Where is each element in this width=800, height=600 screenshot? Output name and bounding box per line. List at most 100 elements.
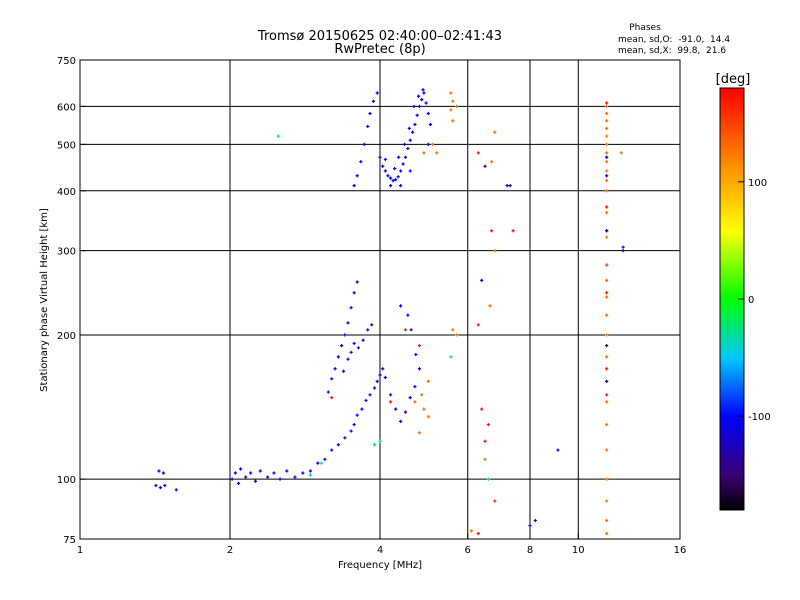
y-tick-label: 750 — [57, 56, 76, 67]
colorbar-ticks: 100 0 -100 — [738, 178, 771, 423]
data-point — [605, 499, 609, 503]
data-point — [605, 235, 609, 239]
data-point — [236, 481, 241, 485]
data-point — [403, 155, 408, 159]
data-point — [417, 367, 422, 371]
data-point — [605, 344, 609, 348]
data-point — [413, 400, 417, 404]
data-point — [605, 151, 609, 155]
data-point — [493, 130, 497, 134]
data-point — [372, 386, 377, 390]
data-point — [605, 160, 609, 164]
data-point — [276, 134, 280, 138]
data-point — [605, 174, 609, 178]
data-point — [476, 531, 480, 536]
data-point — [230, 477, 234, 481]
data-point — [319, 461, 323, 465]
data-point — [426, 111, 430, 116]
data-point — [323, 457, 327, 461]
x-tick-label: 1 — [77, 545, 83, 556]
y-tick-label: 75 — [63, 535, 76, 546]
data-point — [605, 189, 609, 193]
data-point — [605, 169, 609, 173]
data-point — [605, 142, 609, 146]
data-point — [316, 461, 320, 465]
data-point — [399, 169, 403, 173]
data-point — [157, 469, 161, 473]
data-point — [406, 313, 410, 317]
data-point — [493, 499, 497, 503]
y-tick-label: 200 — [57, 331, 76, 342]
data-point — [410, 130, 415, 134]
data-point — [605, 229, 609, 233]
data-point — [469, 529, 473, 533]
data-point — [393, 166, 397, 171]
data-point — [399, 304, 403, 308]
data-point — [413, 122, 417, 127]
y-axis-ticks: 75 100 200 300 400 500 600 750 — [57, 56, 86, 546]
data-point — [355, 280, 359, 284]
data-point — [372, 443, 377, 447]
data-point — [605, 448, 609, 452]
data-point — [402, 142, 407, 146]
data-point — [476, 323, 480, 327]
data-point — [272, 471, 276, 475]
data-point — [399, 419, 403, 423]
data-point — [605, 477, 609, 481]
data-point — [352, 184, 356, 188]
data-point — [407, 126, 411, 130]
data-point — [375, 91, 379, 95]
data-point — [366, 124, 370, 129]
x-tick-label: 2 — [227, 545, 233, 556]
data-point — [352, 341, 356, 346]
data-point — [449, 108, 453, 112]
data-point — [455, 333, 459, 337]
data-point — [308, 473, 313, 477]
data-point — [556, 448, 560, 452]
data-point — [330, 395, 334, 400]
data-point — [490, 229, 494, 233]
grid-lines — [80, 60, 680, 539]
data-point — [352, 291, 356, 295]
data-point — [368, 111, 372, 116]
data-point — [383, 157, 387, 162]
data-point — [394, 407, 398, 411]
data-point — [435, 151, 439, 155]
data-point — [605, 134, 609, 138]
phases-heading: Phases — [629, 23, 661, 33]
data-point — [359, 160, 363, 164]
data-point — [355, 413, 359, 417]
data-point — [426, 379, 430, 383]
colorbar-tick-label: -100 — [748, 412, 771, 423]
data-point — [480, 278, 484, 282]
data-point — [449, 355, 453, 359]
data-point — [346, 321, 350, 325]
data-point — [326, 390, 330, 394]
x-axis-ticks: 1 2 4 6 8 10 16 — [77, 533, 686, 556]
data-point — [258, 469, 262, 473]
data-point — [417, 344, 422, 348]
data-points — [154, 88, 625, 536]
data-point — [605, 393, 609, 397]
data-point — [396, 175, 400, 179]
data-point — [401, 162, 405, 166]
data-point — [621, 249, 625, 253]
data-point — [403, 328, 408, 332]
data-point — [486, 422, 490, 427]
data-point — [161, 471, 165, 475]
data-point — [370, 323, 374, 327]
data-point — [383, 375, 387, 380]
data-point — [340, 344, 344, 348]
data-point — [403, 410, 408, 414]
data-point — [408, 169, 412, 173]
data-point — [378, 439, 382, 443]
x-tick-label: 8 — [527, 545, 533, 556]
data-point — [388, 400, 393, 404]
data-point — [333, 367, 337, 371]
data-point — [426, 142, 430, 146]
data-point — [414, 352, 418, 357]
data-point — [480, 407, 484, 411]
y-tick-label: 100 — [57, 475, 76, 486]
data-point — [493, 249, 497, 253]
data-point — [508, 184, 512, 188]
